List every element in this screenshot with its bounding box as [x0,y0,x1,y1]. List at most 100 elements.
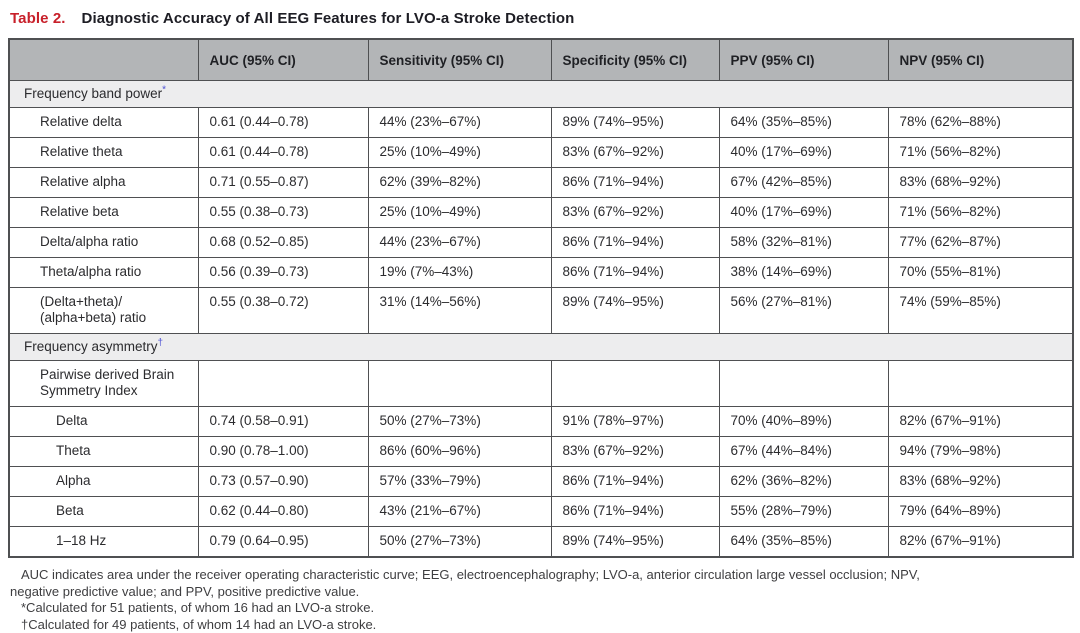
section-row: Frequency band power* [8,80,1074,108]
cell-sensitivity: 43% (21%–67%) [367,496,552,527]
cell-specificity: 83% (67%–92%) [550,137,720,168]
row-label: Theta/alpha ratio [8,257,199,288]
cell-specificity: 83% (67%–92%) [550,436,720,467]
cell-ppv: 58% (32%–81%) [718,227,889,258]
cell-specificity: 86% (71%–94%) [550,466,720,497]
row-label: Delta [8,406,199,437]
cell-auc: 0.55 (0.38–0.72) [197,287,369,334]
cell-ppv: 56% (27%–81%) [718,287,889,334]
cell-sensitivity: 25% (10%–49%) [367,137,552,168]
cell-auc: 0.55 (0.38–0.73) [197,197,369,228]
table-row: Theta 0.90 (0.78–1.00) 86% (60%–96%) 83% (6… [8,436,1074,467]
table-row: Alpha 0.73 (0.57–0.90) 57% (33%–79%) 86% (7… [8,466,1074,497]
column-header-auc: AUC (95% CI) [197,38,369,81]
cell-ppv: 67% (44%–84%) [718,436,889,467]
cell-auc [197,360,369,407]
cell-specificity: 91% (78%–97%) [550,406,720,437]
footnote-dagger: †Calculated for 49 patients, of whom 14 … [21,616,377,632]
cell-npv: 79% (64%–89%) [887,496,1074,527]
cell-specificity [550,360,720,407]
table-row: 1–18 Hz 0.79 (0.64–0.95) 50% (27%–73%) 89% … [8,526,1074,558]
row-label: 1–18 Hz [8,526,199,558]
cell-auc: 0.71 (0.55–0.87) [197,167,369,198]
cell-specificity: 86% (71%–94%) [550,167,720,198]
cell-sensitivity: 86% (60%–96%) [367,436,552,467]
cell-ppv: 38% (14%–69%) [718,257,889,288]
section-row: Frequency asymmetry† [8,333,1074,361]
table-row: Beta 0.62 (0.44–0.80) 43% (21%–67%) 86% (71… [8,496,1074,527]
cell-ppv: 55% (28%–79%) [718,496,889,527]
section-label: Frequency band power* [8,80,1074,108]
cell-npv: 82% (67%–91%) [887,526,1074,558]
cell-sensitivity: 44% (23%–67%) [367,107,552,138]
cell-npv: 82% (67%–91%) [887,406,1074,437]
footnote-marker-link[interactable]: * [162,84,166,96]
column-header-specificity: Specificity (95% CI) [550,38,720,81]
cell-ppv: 40% (17%–69%) [718,197,889,228]
table-number: Table 2. [10,10,66,27]
table-body: Frequency band power* Relative delta 0.61 … [8,80,1074,558]
row-label: Relative delta [8,107,199,138]
cell-npv: 83% (68%–92%) [887,167,1074,198]
table-row: Relative alpha 0.71 (0.55–0.87) 62% (39%–8… [8,167,1074,198]
column-header-sensitivity: Sensitivity (95% CI) [367,38,552,81]
footnote-marker-link[interactable]: † [157,337,164,349]
cell-ppv: 64% (35%–85%) [718,526,889,558]
cell-npv: 94% (79%–98%) [887,436,1074,467]
cell-auc: 0.61 (0.44–0.78) [197,107,369,138]
footnote-asterisk: *Calculated for 51 patients, of whom 16 … [21,600,375,615]
cell-npv: 83% (68%–92%) [887,466,1074,497]
cell-specificity: 86% (71%–94%) [550,227,720,258]
table-row: Relative delta 0.61 (0.44–0.78) 44% (23%–6… [8,107,1074,138]
table-header-row: AUC (95% CI) Sensitivity (95% CI) Specific… [8,38,1074,81]
cell-npv [887,360,1074,407]
cell-auc: 0.73 (0.57–0.90) [197,466,369,497]
cell-specificity: 86% (71%–94%) [550,257,720,288]
abbreviations-note: AUC indicates area under the receiver op… [10,567,920,599]
cell-ppv: 70% (40%–89%) [718,406,889,437]
cell-npv: 78% (62%–88%) [887,107,1074,138]
cell-ppv: 40% (17%–69%) [718,137,889,168]
cell-sensitivity: 57% (33%–79%) [367,466,552,497]
table-row: (Delta+theta)/ (alpha+beta) ratio 0.55 (0… [8,287,1074,334]
cell-auc: 0.68 (0.52–0.85) [197,227,369,258]
cell-ppv: 67% (42%–85%) [718,167,889,198]
column-header-npv: NPV (95% CI) [887,38,1074,81]
cell-auc: 0.62 (0.44–0.80) [197,496,369,527]
column-header-feature [8,38,199,81]
row-label: Beta [8,496,199,527]
cell-sensitivity: 44% (23%–67%) [367,227,552,258]
cell-npv: 71% (56%–82%) [887,137,1074,168]
cell-auc: 0.74 (0.58–0.91) [197,406,369,437]
cell-auc: 0.90 (0.78–1.00) [197,436,369,467]
cell-sensitivity: 25% (10%–49%) [367,197,552,228]
table-row: Pairwise derived Brain Symmetry Index [8,360,1074,407]
row-label: (Delta+theta)/ (alpha+beta) ratio [8,287,199,334]
cell-ppv: 64% (35%–85%) [718,107,889,138]
table-row: Theta/alpha ratio 0.56 (0.39–0.73) 19% (7%… [8,257,1074,288]
table-caption: Table 2. Diagnostic Accuracy of All EEG F… [10,10,1070,27]
row-label: Theta [8,436,199,467]
cell-sensitivity: 50% (27%–73%) [367,526,552,558]
cell-sensitivity: 62% (39%–82%) [367,167,552,198]
cell-auc: 0.61 (0.44–0.78) [197,137,369,168]
row-label: Relative beta [8,197,199,228]
cell-npv: 71% (56%–82%) [887,197,1074,228]
table-footnotes: AUC indicates area under the receiver op… [10,567,1070,633]
row-label: Pairwise derived Brain Symmetry Index [8,360,199,407]
table-row: Delta/alpha ratio 0.68 (0.52–0.85) 44% (23… [8,227,1074,258]
cell-auc: 0.79 (0.64–0.95) [197,526,369,558]
cell-npv: 70% (55%–81%) [887,257,1074,288]
cell-specificity: 83% (67%–92%) [550,197,720,228]
table-row: Relative theta 0.61 (0.44–0.78) 25% (10%–4… [8,137,1074,168]
cell-sensitivity [367,360,552,407]
column-header-ppv: PPV (95% CI) [718,38,889,81]
cell-sensitivity: 31% (14%–56%) [367,287,552,334]
row-label: Relative theta [8,137,199,168]
table-row: Relative beta 0.55 (0.38–0.73) 25% (10%–49… [8,197,1074,228]
row-label: Delta/alpha ratio [8,227,199,258]
cell-ppv [718,360,889,407]
diagnostic-accuracy-table: AUC (95% CI) Sensitivity (95% CI) Specific… [8,38,1074,558]
cell-npv: 74% (59%–85%) [887,287,1074,334]
